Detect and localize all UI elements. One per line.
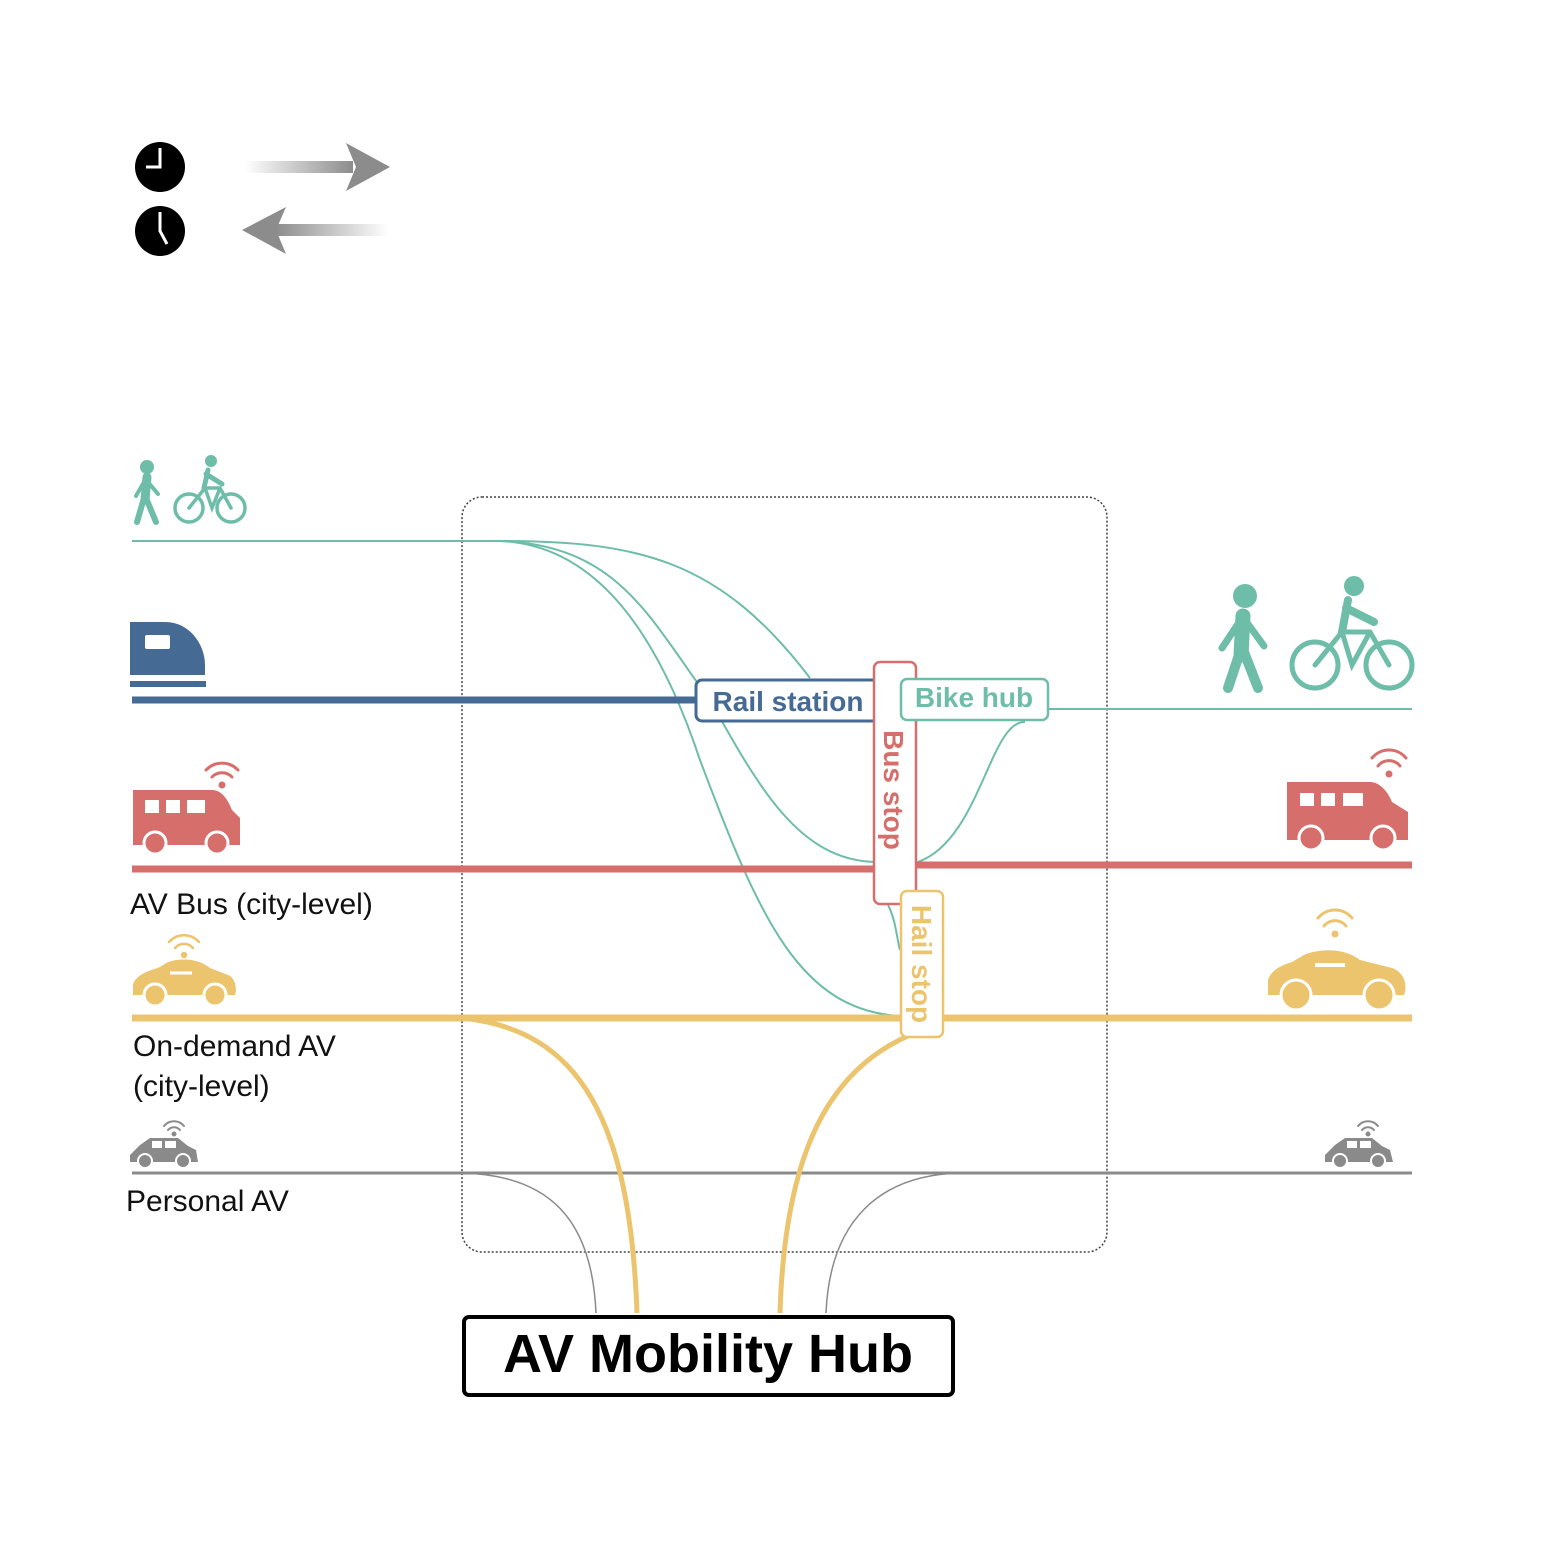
wifi-icon — [163, 1120, 185, 1137]
wifi-icon — [204, 761, 240, 789]
wifi-icon — [1357, 1120, 1379, 1137]
pedestrian-icon — [134, 460, 160, 525]
bike-hub-badge: Bike hub — [899, 677, 1050, 722]
wifi-icon — [1316, 908, 1354, 938]
wifi-icon — [167, 933, 201, 959]
clock-icon — [135, 142, 185, 192]
hail-stop-badge: Hail stop — [899, 889, 945, 1039]
rail-station-label: Rail station — [713, 686, 864, 717]
personal-car-icon-right — [1325, 1120, 1393, 1169]
bike-hub-label: Bike hub — [915, 682, 1033, 713]
cyclist-icon — [173, 455, 247, 524]
av-bus-label: AV Bus (city-level) — [130, 888, 373, 921]
av-bus-icon-right — [1287, 748, 1408, 852]
personal-hub-curves — [461, 1172, 961, 1314]
wifi-icon — [1370, 748, 1408, 778]
arrow-right-icon — [245, 143, 390, 191]
personal-av-label: Personal AV — [126, 1185, 289, 1218]
legend-outbound — [135, 142, 390, 192]
train-icon — [130, 622, 206, 687]
ondemand-av-label-line1: On-demand AV — [133, 1030, 336, 1063]
ondemand-car-icon-right — [1267, 908, 1406, 1012]
cyclist-icon-right — [1289, 576, 1415, 691]
av-bus-icon — [133, 761, 240, 856]
pedestrian-icon-right — [1218, 584, 1268, 693]
clock-icon — [135, 206, 185, 256]
ondemand-hub-curves — [461, 1015, 912, 1314]
personal-car-icon — [130, 1120, 198, 1169]
legend-return — [135, 206, 388, 256]
ondemand-car-icon — [133, 933, 236, 1008]
hub-title: AV Mobility Hub — [503, 1324, 913, 1384]
hail-stop-label: Hail stop — [906, 905, 937, 1023]
rail-station-badge: Rail station — [694, 678, 882, 723]
hub-boundary — [461, 496, 1108, 1253]
arrow-left-icon — [242, 207, 388, 254]
active-mobility-paths — [499, 540, 1026, 1017]
bus-stop-badge: Bus stop — [872, 660, 918, 906]
hub-title-box: AV Mobility Hub — [462, 1315, 955, 1397]
ondemand-av-label-line2: (city-level) — [133, 1070, 270, 1103]
bus-stop-label: Bus stop — [878, 730, 909, 850]
